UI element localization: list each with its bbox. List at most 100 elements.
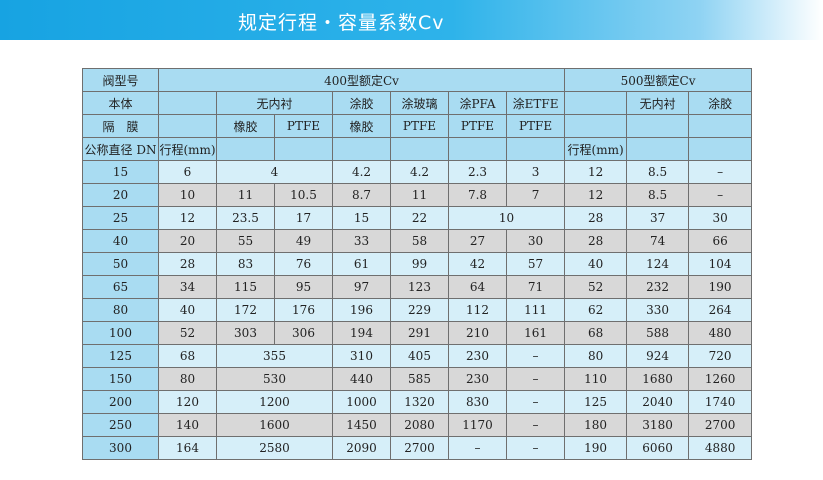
cv-value-cell: 12	[564, 183, 628, 207]
cv-value-cell: –	[448, 436, 507, 460]
column-header-cell	[158, 114, 217, 138]
cv-value-cell: 7	[505, 183, 566, 207]
column-header-cell: PTFE	[274, 114, 333, 138]
cv-value-cell: 4.2	[332, 160, 391, 184]
cv-value-cell: 164	[158, 436, 217, 460]
cv-value-cell: 190	[688, 275, 753, 299]
cv-value-cell: 303	[216, 321, 275, 345]
cv-value-cell: 28	[158, 252, 217, 276]
column-header-cell	[158, 91, 217, 115]
cv-value-cell: 306	[274, 321, 333, 345]
cv-value-cell: 22	[390, 206, 449, 230]
dn-size-cell: 15	[82, 160, 159, 184]
cv-value-cell: 95	[274, 275, 333, 299]
column-header-cell: 涂ETFE	[505, 91, 566, 115]
cv-value-cell: 3180	[626, 413, 690, 437]
column-header-cell: 涂胶	[688, 91, 753, 115]
cv-value-cell: 1000	[332, 390, 391, 414]
cv-value-cell: 11	[390, 183, 449, 207]
header-row: 公称直径 DN 行程(mm) 行程(mm)	[82, 137, 753, 161]
cv-value-cell: 52	[564, 275, 628, 299]
cv-value-cell: 172	[216, 298, 275, 322]
cv-value-cell: –	[505, 344, 566, 368]
cv-value-cell: –	[505, 367, 566, 391]
column-header-cell: 无内衬	[626, 91, 690, 115]
table-row: 50 28 83 76 61 99 42 57 40 124 104	[82, 252, 753, 276]
cv-value-cell: 2580	[216, 436, 333, 460]
cv-value-cell: 530	[216, 367, 333, 391]
cv-value-cell: 27	[448, 229, 507, 253]
column-header-cell	[505, 137, 566, 161]
cv-value-cell: 6060	[626, 436, 690, 460]
cv-value-cell: 71	[505, 275, 566, 299]
column-header-cell: PTFE	[390, 114, 449, 138]
cv-value-cell: 8.7	[332, 183, 391, 207]
cv-value-cell: 924	[626, 344, 690, 368]
cv-value-cell: 2080	[390, 413, 449, 437]
table-row: 150 80 530 440 585 230–110 1680 1260	[82, 367, 753, 391]
cv-value-cell: 42	[448, 252, 507, 276]
table-row: 80 40 172 176 196 229 112 111 62 330 264	[82, 298, 753, 322]
row-header-label: 本体	[82, 91, 159, 115]
cv-value-cell: 30	[505, 229, 566, 253]
cv-value-cell: 11	[216, 183, 275, 207]
header-row: 隔 膜橡胶 PTFE 橡胶 PTFE PTFE PTFE	[82, 114, 753, 138]
cv-value-cell: 3	[505, 160, 566, 184]
dn-size-cell: 50	[82, 252, 159, 276]
table-row: 100 52 303 306 194 291 210 161 68 588 480	[82, 321, 753, 345]
table-row: 15 6 4 4.2 4.2 2.3 3 12 8.5–	[82, 160, 753, 184]
cv-value-cell: 68	[158, 344, 217, 368]
cv-value-cell: 34	[158, 275, 217, 299]
cv-value-cell: 1680	[626, 367, 690, 391]
cv-value-cell: 124	[626, 252, 690, 276]
column-header-cell: 橡胶	[216, 114, 275, 138]
cv-value-cell: 1200	[216, 390, 333, 414]
cv-value-cell: 1450	[332, 413, 391, 437]
cv-value-cell: 196	[332, 298, 391, 322]
cv-value-cell: 4.2	[390, 160, 449, 184]
column-header-cell	[332, 137, 391, 161]
cv-value-cell: 1170	[448, 413, 507, 437]
cv-value-cell: 33	[332, 229, 391, 253]
column-header-cell	[626, 137, 690, 161]
cv-value-cell: 440	[332, 367, 391, 391]
column-header-cell: 400型额定Cv	[157, 68, 566, 92]
column-header-cell	[448, 137, 507, 161]
column-header-cell	[626, 114, 690, 138]
table-row: 65 34 115 95 97 123 64 71 52 232 190	[82, 275, 753, 299]
cv-value-cell: 210	[448, 321, 507, 345]
cv-value-cell: 2040	[626, 390, 690, 414]
cv-value-cell: 12	[564, 160, 628, 184]
dn-size-cell: 300	[82, 436, 159, 460]
cv-value-cell: 61	[332, 252, 391, 276]
cv-value-cell: 20	[158, 229, 217, 253]
cv-value-cell: 66	[688, 229, 753, 253]
cv-value-cell: 264	[688, 298, 753, 322]
cv-value-cell: 57	[505, 252, 566, 276]
cv-value-cell: 180	[564, 413, 628, 437]
dn-size-cell: 20	[82, 183, 159, 207]
dn-size-cell: 25	[82, 206, 159, 230]
cv-value-cell: 40	[158, 298, 217, 322]
row-header-label: 阀型号	[82, 68, 159, 92]
cv-value-cell: 1740	[688, 390, 753, 414]
cv-value-cell: 110	[564, 367, 628, 391]
dn-size-cell: 250	[82, 413, 159, 437]
column-header-cell: 无内衬	[216, 91, 333, 115]
column-header-cell: 橡胶	[332, 114, 391, 138]
cv-value-cell: 291	[390, 321, 449, 345]
cv-value-cell: 80	[564, 344, 628, 368]
column-header-cell	[390, 137, 449, 161]
cv-value-cell: 52	[158, 321, 217, 345]
cv-value-cell: 4880	[688, 436, 753, 460]
column-header-cell	[688, 114, 753, 138]
cv-value-cell: 55	[216, 229, 275, 253]
cv-value-cell: 355	[216, 344, 333, 368]
header-row: 阀型号 400型额定Cv 500型额定Cv	[82, 68, 753, 92]
cv-value-cell: 720	[688, 344, 753, 368]
cv-value-cell: 80	[158, 367, 217, 391]
row-header-label: 隔 膜	[82, 114, 159, 138]
cv-value-cell: 405	[390, 344, 449, 368]
cv-value-cell: 123	[390, 275, 449, 299]
cv-value-cell: 161	[505, 321, 566, 345]
